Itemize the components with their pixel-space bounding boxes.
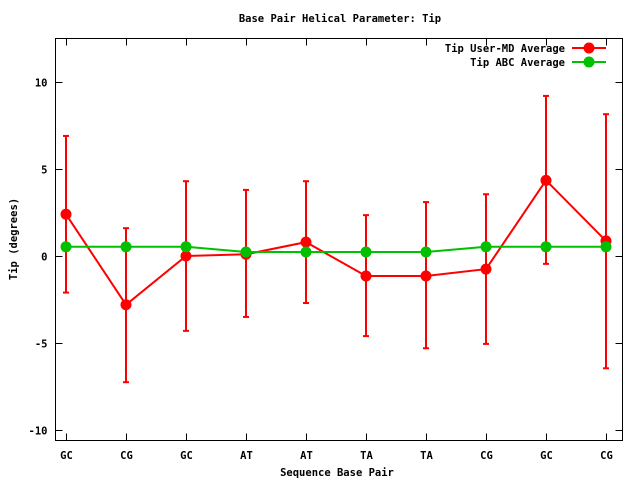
x-tick-label: GC: [60, 450, 73, 462]
data-point: [480, 241, 492, 253]
legend-point-sample: [583, 56, 595, 68]
plot-border: [55, 38, 623, 441]
y-tick-label: -10: [29, 426, 48, 438]
x-tick-label: GC: [540, 450, 553, 462]
series-line: [65, 178, 607, 307]
data-point: [180, 241, 192, 253]
x-tick-label: AT: [300, 450, 313, 462]
x-tick-label: GC: [180, 450, 193, 462]
y-axis-label: Tip (degrees): [8, 198, 20, 280]
x-tick-label: CG: [480, 450, 493, 462]
data-point: [60, 241, 72, 253]
data-point: [120, 241, 132, 253]
y-tick-label: -5: [35, 339, 48, 351]
data-point: [180, 250, 192, 262]
data-point: [120, 299, 132, 311]
data-point: [300, 236, 312, 248]
data-point: [420, 246, 432, 258]
data-point: [360, 270, 372, 282]
data-point: [60, 208, 72, 220]
series-abc: [60, 241, 612, 258]
x-tick-label: TA: [360, 450, 373, 462]
data-point: [360, 246, 372, 258]
legend-label-abc: Tip ABC Average: [470, 57, 565, 69]
x-axis-label: Sequence Base Pair: [280, 467, 394, 479]
data-point: [540, 241, 552, 253]
x-tick-label: TA: [420, 450, 433, 462]
data-point: [240, 246, 252, 258]
data-point: [420, 270, 432, 282]
series-line: [66, 245, 606, 254]
data-point: [540, 174, 552, 186]
x-tick-label: CG: [120, 450, 133, 462]
y-tick-label: 10: [35, 78, 48, 90]
series-user-md: [60, 94, 612, 384]
data-point: [600, 241, 612, 253]
y-tick-label: 0: [41, 252, 47, 264]
legend-label-user-md: Tip User-MD Average: [445, 43, 565, 55]
x-tick-label: CG: [600, 450, 613, 462]
data-point: [300, 246, 312, 258]
legend: Tip User-MD Average Tip ABC Average: [445, 42, 606, 69]
data-point: [480, 263, 492, 275]
x-tick-label: AT: [240, 450, 253, 462]
y-tick-label: 5: [41, 165, 47, 177]
legend-point-sample: [583, 42, 595, 54]
chart-title: Base Pair Helical Parameter: Tip: [239, 13, 441, 25]
